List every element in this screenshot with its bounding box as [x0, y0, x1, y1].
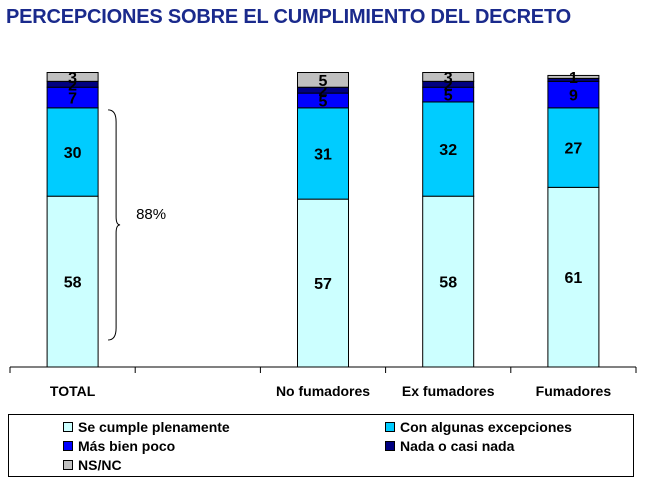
legend-swatch-ns-nc [63, 460, 73, 470]
bar-label-no-fumadores-se-cumple: 57 [314, 276, 332, 293]
bar-total-se-cumple [46, 195, 99, 368]
x-tick-label-no-fumadores: No fumadores [276, 383, 370, 399]
bar-no-fumadores-ns-nc [297, 72, 349, 88]
bar-ex-fumadores-con-algunas [422, 101, 475, 197]
bar-label-ex-fumadores-ns-nc: 3 [444, 70, 453, 87]
bar-label-fumadores-mas-bien-poco: 9 [569, 88, 578, 105]
x-tick-label-total: TOTAL [50, 383, 96, 399]
x-tick-label-ex-fumadores: Ex fumadores [402, 383, 495, 399]
legend-item-ns-nc: NS/NC [63, 457, 122, 473]
bar-total-ns-nc [46, 72, 99, 82]
chart-title: PERCEPCIONES SOBRE EL CUMPLIMIENTO DEL D… [6, 6, 571, 28]
bar-label-ex-fumadores-con-algunas: 32 [439, 142, 457, 159]
bar-total-con-algunas [46, 107, 99, 197]
bar-no-fumadores-con-algunas [297, 107, 349, 200]
legend-label-mas-bien-poco: Más bien poco [78, 438, 176, 454]
legend-label-se-cumple: Se cumple plenamente [78, 419, 230, 435]
legend-item-se-cumple: Se cumple plenamente [63, 419, 230, 435]
bar-label-no-fumadores-nada: 2 [319, 83, 328, 100]
legend-item-mas-bien-poco: Más bien poco [63, 438, 175, 454]
bar-label-ex-fumadores-se-cumple: 58 [439, 275, 457, 292]
bar-fumadores-ns-nc [547, 74, 600, 79]
legend-swatch-mas-bien-poco [63, 441, 73, 451]
annotation-label: 88% [136, 206, 166, 223]
bar-label-fumadores-se-cumple: 61 [565, 270, 583, 287]
bar-fumadores-mas-bien-poco [547, 80, 600, 109]
bar-label-ex-fumadores-mas-bien-poco: 5 [444, 88, 453, 105]
bar-label-ex-fumadores-nada: 2 [444, 77, 453, 94]
bar-fumadores-con-algunas [547, 107, 600, 188]
bar-no-fumadores-se-cumple [297, 198, 349, 368]
bar-ex-fumadores-ns-nc [422, 72, 475, 82]
bar-label-no-fumadores-con-algunas: 31 [314, 146, 332, 163]
bar-label-no-fumadores-mas-bien-poco: 5 [319, 93, 328, 110]
legend: Se cumple plenamente Con algunas excepci… [8, 414, 634, 477]
bar-label-no-fumadores-ns-nc: 5 [319, 73, 328, 90]
annotation-brace [108, 109, 121, 341]
legend-swatch-se-cumple [63, 422, 73, 432]
legend-swatch-nada [385, 441, 395, 451]
bar-label-total-se-cumple: 58 [64, 275, 82, 292]
legend-label-ns-nc: NS/NC [78, 457, 122, 473]
x-tick-label-fumadores: Fumadores [536, 383, 612, 399]
legend-swatch-con-algunas [385, 422, 395, 432]
bar-fumadores-se-cumple [547, 186, 600, 368]
bar-label-fumadores-ns-nc: 1 [569, 70, 578, 87]
bar-label-total-mas-bien-poco: 7 [68, 91, 77, 108]
legend-item-con-algunas: Con algunas excepciones [385, 419, 572, 435]
bar-label-total-con-algunas: 30 [64, 145, 82, 162]
bar-label-total-ns-nc: 3 [68, 70, 77, 87]
legend-item-nada: Nada o casi nada [385, 438, 514, 454]
legend-label-nada: Nada o casi nada [400, 438, 515, 454]
legend-label-con-algunas: Con algunas excepciones [400, 419, 572, 435]
bar-label-fumadores-con-algunas: 27 [565, 141, 583, 158]
bar-label-total-nada: 2 [68, 77, 77, 94]
bar-ex-fumadores-se-cumple [422, 195, 475, 368]
